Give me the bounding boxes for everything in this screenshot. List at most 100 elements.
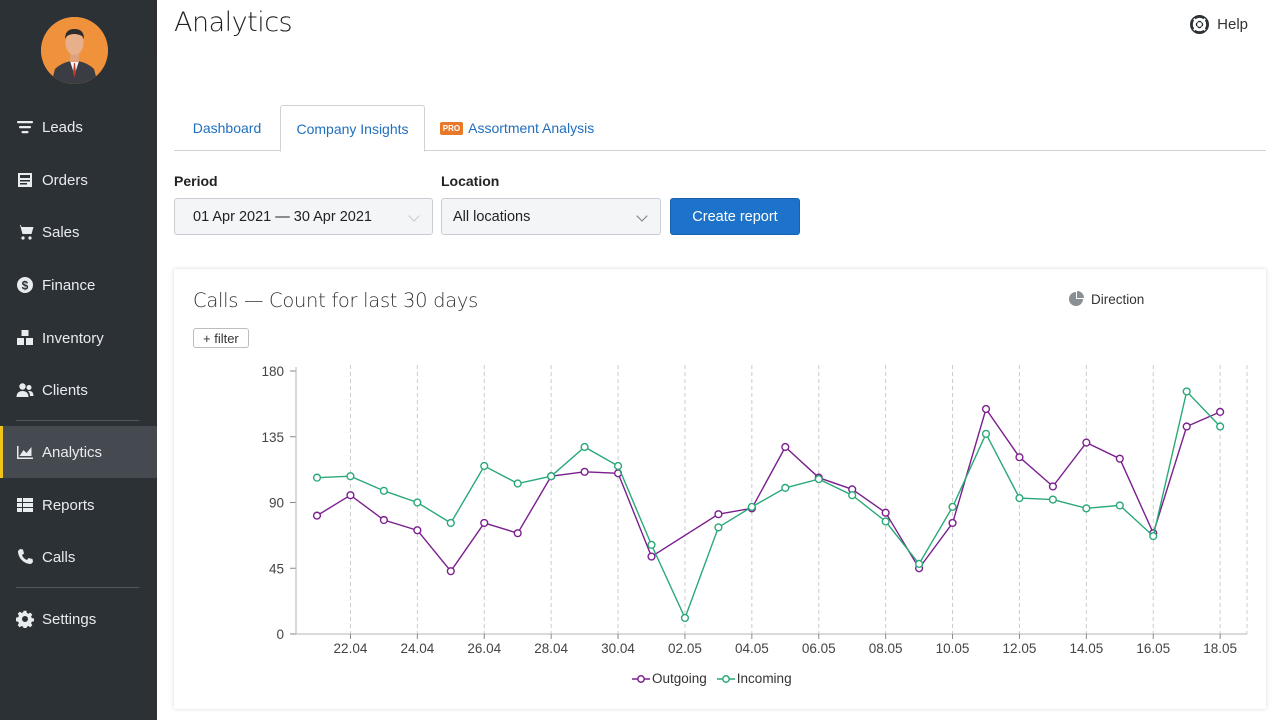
x-tick-label: 10.05 [936,641,970,656]
sidebar-item-sales[interactable]: Sales [0,206,157,258]
tab-company-insights[interactable]: Company Insights [280,105,425,152]
user-avatar-icon [41,17,108,84]
sidebar-item-label: Sales [42,223,80,241]
sidebar-item-leads[interactable]: Leads [0,101,157,153]
pie-chart-icon [1069,291,1084,306]
data-point-outgoing [881,508,890,517]
top-header: Analytics Help [157,0,1280,53]
legend-item-outgoing[interactable]: Outgoing [632,671,707,686]
sidebar-item-orders[interactable]: Orders [0,154,157,206]
data-point-outgoing [346,491,355,500]
data-point-incoming [480,461,489,471]
sidebar-item-label: Inventory [42,329,104,347]
location-select[interactable]: All locations [441,198,661,235]
data-point-incoming [714,523,723,532]
y-tick-label: 180 [261,364,284,379]
data-point-incoming [647,540,656,549]
data-point-incoming [781,483,790,492]
legend-label: Outgoing [652,671,707,686]
data-point-outgoing [413,526,422,535]
tab-label: Company Insights [296,120,409,137]
legend-incoming-marker [716,674,735,683]
period-value: 01 Apr 2021 — 30 Apr 2021 [193,208,372,225]
period-select[interactable]: 01 Apr 2021 — 30 Apr 2021 [174,198,433,235]
x-tick-label: 08.05 [869,641,903,656]
calls-line-chart: 0 45 90 135 180 22.04 24.04 26.04 28.04 30.04 02.0… [261,364,1248,656]
location-label: Location [441,173,500,189]
lifebuoy-icon [1190,15,1210,34]
data-point-outgoing [1015,453,1024,462]
sidebar: Leads Orders Sales $ Finance Inventory C… [0,0,157,720]
phone-icon [15,547,35,567]
data-point-incoming [513,479,522,488]
sidebar-item-calls[interactable]: Calls [0,531,157,583]
x-tick-label: 24.04 [400,641,434,656]
x-tick-label: 28.04 [534,641,568,656]
direction-button[interactable]: Direction [1068,291,1144,307]
data-point-outgoing [1048,482,1058,491]
data-point-incoming [1048,495,1058,504]
y-tick-label: 135 [261,430,284,445]
data-point-outgoing [1115,454,1124,463]
data-point-incoming [848,491,857,500]
legend-label: Incoming [736,671,792,686]
sidebar-item-analytics[interactable]: Analytics [0,426,157,478]
sidebar-item-reports[interactable]: Reports [0,479,157,531]
tab-bar: Dashboard Company Insights PRO Assortmen… [174,105,1266,152]
sidebar-item-label: Settings [42,610,97,628]
data-point-incoming [680,613,690,623]
tab-label: Dashboard [192,120,262,136]
sidebar-item-label: Analytics [42,443,103,461]
data-point-incoming [312,473,322,482]
data-point-incoming [914,559,924,568]
x-tick-label: 04.05 [735,641,769,656]
page-title: Analytics [174,7,293,38]
chart-title: Calls — Count for last 30 days [193,289,478,312]
data-point-outgoing [379,515,389,525]
add-filter-button[interactable]: + filter [193,328,249,348]
chevron-down-icon [636,210,648,222]
create-report-button[interactable]: Create report [670,198,800,235]
data-point-outgoing [580,467,589,476]
series-line-outgoing [316,407,1221,573]
data-point-outgoing [513,529,522,538]
data-point-incoming [1182,387,1191,396]
cart-icon [15,222,35,242]
x-tick-label: 18.05 [1203,641,1237,656]
sidebar-divider [16,420,139,421]
sidebar-item-label: Clients [42,381,88,399]
pro-badge: PRO [439,121,464,135]
y-tick-label: 45 [269,561,284,576]
help-button[interactable]: Help [1190,15,1248,34]
filter-list-icon [15,117,35,137]
legend-item-incoming[interactable]: Incoming [716,671,792,686]
data-point-incoming [981,429,991,438]
series-line-incoming [316,390,1221,620]
data-point-incoming [346,472,355,481]
x-tick-label: 02.05 [668,641,702,656]
tab-dashboard[interactable]: Dashboard [174,105,280,151]
sidebar-item-clients[interactable]: Clients [0,364,157,416]
table-icon [15,495,35,515]
sidebar-item-label: Orders [42,171,88,189]
tab-assortment-analysis[interactable]: PRO Assortment Analysis [436,105,598,151]
svg-text:$: $ [22,279,29,293]
legend-outgoing-marker [632,674,650,683]
x-tick-label: 30.04 [601,641,635,656]
data-point-incoming [547,472,556,481]
x-tick-label: 14.05 [1069,641,1103,656]
x-tick-label: 12.05 [1003,641,1037,656]
y-tick-label: 0 [276,627,284,642]
data-point-outgoing [1182,422,1191,431]
data-point-incoming [580,442,589,452]
period-label: Period [174,173,218,189]
sidebar-item-settings[interactable]: Settings [0,593,157,645]
avatar[interactable] [41,17,108,84]
chart-icon [15,442,35,462]
sidebar-item-label: Finance [42,276,96,294]
data-point-incoming [1082,504,1091,513]
sidebar-item-finance[interactable]: $ Finance [0,259,157,311]
sidebar-item-inventory[interactable]: Inventory [0,312,157,364]
data-point-incoming [747,502,756,511]
sidebar-item-label: Reports [42,496,95,514]
